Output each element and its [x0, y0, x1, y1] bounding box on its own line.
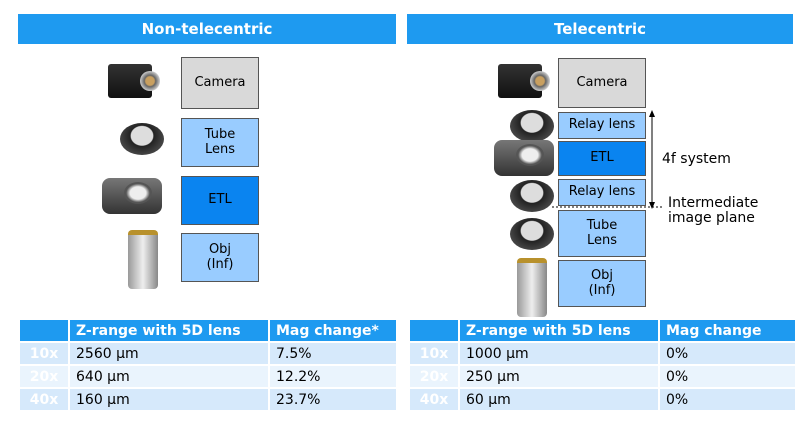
relay-lens-block: Relay lens — [558, 112, 646, 139]
camera-image — [498, 64, 550, 98]
mag-label: 20x — [410, 366, 458, 387]
header-cell: Mag change* — [270, 320, 396, 341]
z-range: 60 µm — [460, 389, 658, 410]
mag-label: 40x — [20, 389, 68, 410]
table-row: 10x 2560 µm 7.5% — [20, 343, 396, 364]
table-row: 10x 1000 µm 0% — [410, 343, 795, 364]
objective-image — [128, 230, 158, 289]
tube-lens-block: Tube Lens — [181, 118, 259, 167]
telecentric-header: Telecentric — [407, 14, 793, 44]
etl-block: ETL — [181, 176, 259, 225]
header-cell: Z-range with 5D lens — [70, 320, 268, 341]
table-row: 40x 160 µm 23.7% — [20, 389, 396, 410]
etl-block: ETL — [558, 141, 646, 176]
etl-image — [102, 178, 162, 214]
header-cell — [20, 320, 68, 341]
tube-lens-image — [120, 123, 164, 155]
objective-block: Obj (Inf) — [558, 260, 646, 307]
header-cell — [410, 320, 458, 341]
mag-change: 0% — [660, 343, 795, 364]
camera-block: Camera — [558, 58, 646, 108]
table-row: 20x 640 µm 12.2% — [20, 366, 396, 387]
mag-change: 0% — [660, 389, 795, 410]
objective-image — [517, 258, 547, 317]
mag-label: 40x — [410, 389, 458, 410]
mag-change: 23.7% — [270, 389, 396, 410]
table-row: 20x 250 µm 0% — [410, 366, 795, 387]
4f-system-label: 4f system — [662, 151, 731, 167]
mag-change: 12.2% — [270, 366, 396, 387]
header-cell: Z-range with 5D lens — [460, 320, 658, 341]
relay-lens-block: Relay lens — [558, 179, 646, 206]
mag-change: 7.5% — [270, 343, 396, 364]
table-row: 40x 60 µm 0% — [410, 389, 795, 410]
z-range: 160 µm — [70, 389, 268, 410]
intermediate-image-plane-label: Intermediate image plane — [668, 195, 759, 227]
non-telecentric-table: Z-range with 5D lens Mag change* 10x 2560 … — [18, 318, 398, 412]
camera-block: Camera — [181, 57, 259, 109]
camera-image — [108, 64, 160, 98]
relay-lens-image — [510, 110, 554, 142]
mag-label: 10x — [410, 343, 458, 364]
mag-label: 20x — [20, 366, 68, 387]
z-range: 250 µm — [460, 366, 658, 387]
telecentric-table: Z-range with 5D lens Mag change 10x 1000 µ… — [408, 318, 797, 412]
tube-lens-block: Tube Lens — [558, 210, 646, 257]
header-cell: Mag change — [660, 320, 795, 341]
objective-block: Obj (Inf) — [181, 233, 259, 282]
z-range: 640 µm — [70, 366, 268, 387]
relay-lens-image — [510, 180, 554, 212]
z-range: 1000 µm — [460, 343, 658, 364]
z-range: 2560 µm — [70, 343, 268, 364]
tube-lens-image — [510, 218, 554, 250]
mag-change: 0% — [660, 366, 795, 387]
etl-image — [494, 140, 554, 176]
non-telecentric-header: Non-telecentric — [18, 14, 396, 44]
mag-label: 10x — [20, 343, 68, 364]
